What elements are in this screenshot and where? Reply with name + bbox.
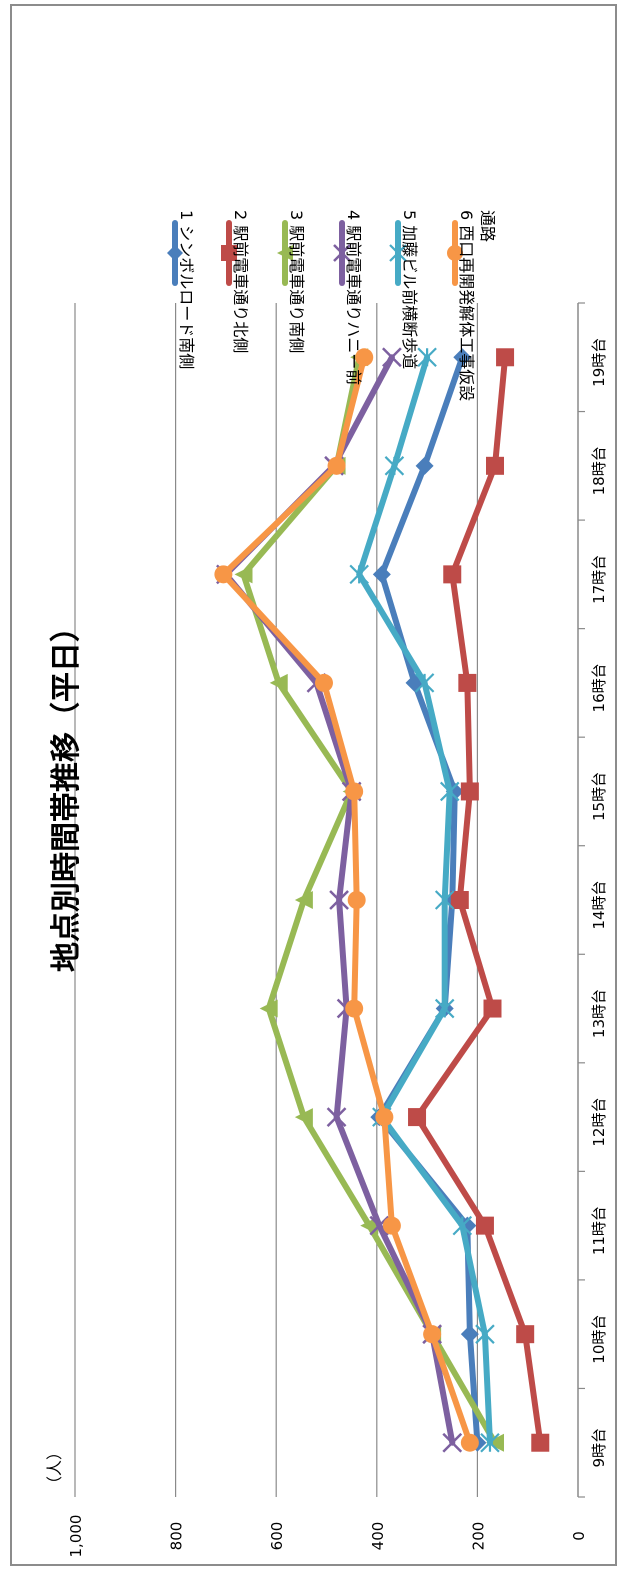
data-point-marker [329, 890, 349, 910]
data-point-marker [234, 565, 253, 584]
data-point-marker [326, 1107, 347, 1127]
data-point-marker [375, 1108, 394, 1127]
legend-label: 2 駅前電車通り北側 [231, 210, 250, 353]
value-tick-label: 0 [570, 1531, 588, 1541]
data-point-marker [483, 999, 502, 1018]
series-line-2 [414, 354, 544, 1446]
category-tick-label: 13時台 [590, 989, 608, 1038]
data-point-marker [327, 456, 346, 475]
category-tick-label: 15時台 [590, 772, 608, 821]
category-tick-label: 16時台 [590, 663, 608, 712]
series-line-6 [220, 354, 473, 1446]
data-point-marker [347, 891, 366, 909]
data-point-marker [458, 673, 477, 692]
data-point-marker [442, 1432, 463, 1453]
category-tick-label: 10時台 [590, 1315, 608, 1364]
value-tick-label: 800 [168, 1522, 186, 1551]
data-point-marker [372, 565, 391, 584]
value-tick-label: 1,000 [67, 1515, 85, 1558]
legend-marker [333, 244, 351, 262]
data-point-marker [294, 1108, 313, 1127]
data-point-marker [531, 1433, 550, 1452]
legend-marker [167, 245, 183, 261]
data-point-marker [314, 673, 333, 692]
value-tick-label: 200 [469, 1522, 487, 1551]
data-point-marker [345, 999, 364, 1018]
data-point-marker [382, 347, 402, 368]
data-point-marker [450, 891, 469, 909]
category-tick-label: 12時台 [590, 1098, 608, 1147]
data-point-marker [475, 1216, 494, 1235]
data-point-marker [269, 673, 288, 692]
data-point-marker [349, 564, 369, 585]
data-point-marker [496, 348, 515, 367]
category-tick-label: 9時台 [590, 1428, 608, 1468]
chart-title: 地点別時間帯推移（平日） [49, 612, 84, 972]
data-point-marker [453, 348, 472, 367]
data-point-marker [408, 1108, 427, 1127]
category-tick-label: 18時台 [590, 446, 608, 495]
legend-marker [277, 245, 293, 261]
data-point-marker [486, 1433, 505, 1452]
data-point-marker [294, 891, 313, 909]
data-point-marker [417, 347, 437, 368]
value-tick-label: 600 [268, 1522, 286, 1551]
category-tick-label: 19時台 [590, 338, 608, 387]
data-point-marker [480, 1432, 500, 1453]
data-point-marker [259, 999, 278, 1018]
data-point-marker [443, 565, 462, 584]
data-point-marker [415, 456, 434, 475]
data-point-marker [452, 1215, 473, 1236]
data-point-marker [382, 1216, 401, 1235]
data-point-marker [486, 456, 505, 475]
data-point-marker [460, 1325, 479, 1344]
legend-label: 6 西口再開発解体工事仮設 [457, 210, 476, 401]
data-point-marker [345, 782, 364, 801]
data-point-marker [423, 1325, 442, 1344]
legend-marker [221, 245, 237, 261]
data-point-marker [434, 890, 455, 910]
data-point-marker [214, 565, 233, 584]
data-point-marker [439, 781, 460, 802]
legend-label: 4 駅前電車通りハニー前 [344, 210, 363, 385]
data-point-marker [516, 1325, 535, 1344]
value-tick-label: 400 [369, 1522, 387, 1551]
category-tick-label: 11時台 [590, 1206, 608, 1255]
legend-label: 1 シンボルロード南側 [177, 210, 196, 369]
data-point-marker [414, 673, 435, 693]
legend-marker [389, 244, 407, 262]
data-point-marker [460, 1433, 479, 1452]
data-point-marker [355, 348, 374, 367]
category-tick-label: 17時台 [590, 555, 608, 604]
data-point-marker [460, 782, 479, 801]
data-point-marker [434, 998, 455, 1019]
legend-label: 通路 [478, 210, 497, 242]
legend-marker [447, 245, 463, 261]
legend-label: 5 加藤ビル前横断歩道 [400, 210, 419, 369]
data-point-marker [384, 456, 405, 476]
data-point-marker [475, 1324, 495, 1344]
category-tick-label: 14時台 [590, 880, 608, 929]
legend-label: 3 駅前電車通り南側 [287, 210, 306, 353]
y-axis-unit-label: （人） [45, 1444, 64, 1492]
